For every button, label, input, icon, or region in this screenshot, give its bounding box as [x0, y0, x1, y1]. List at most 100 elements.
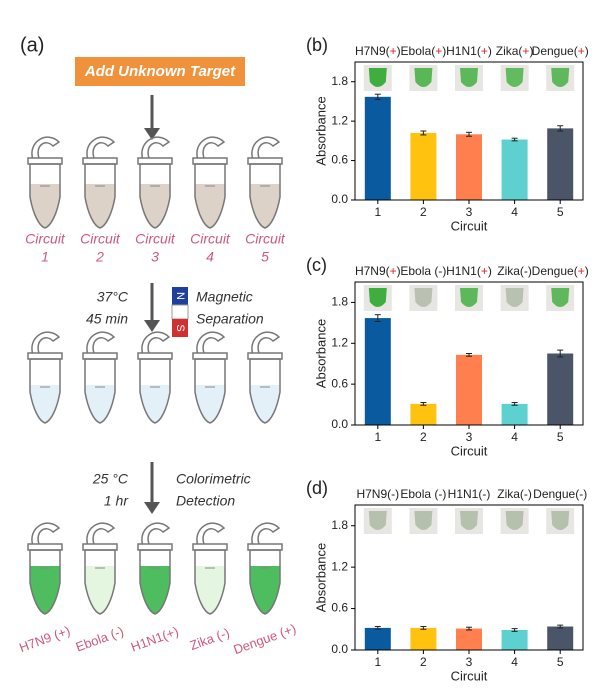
tube-cap — [31, 331, 61, 356]
circuit-name: Circuit — [245, 231, 286, 247]
result-label: H1N1(+) — [129, 623, 181, 654]
plot-frame — [354, 61, 584, 201]
tube-body — [29, 358, 61, 424]
y-tick-label: 0.0 — [331, 417, 348, 431]
y-tick-label: 1.2 — [331, 559, 348, 573]
magnet-s — [172, 319, 188, 337]
top-label: Zika(+) — [496, 44, 534, 58]
bar — [456, 134, 482, 200]
tube-rim — [137, 352, 173, 360]
circuit-name: Circuit — [80, 231, 121, 247]
y-axis-label: Absorbance — [313, 543, 328, 612]
top-label: Ebola (-) — [400, 264, 446, 278]
magnet-n — [172, 287, 188, 305]
y-axis-label: Absorbance — [313, 319, 328, 388]
tube-liquid — [140, 385, 170, 423]
x-tick-label: 5 — [557, 205, 564, 219]
x-axis-label: Circuit — [451, 668, 488, 683]
bar — [501, 403, 528, 425]
result-label: Ebola (-) — [74, 623, 126, 654]
tube-cap — [196, 331, 226, 356]
magnet-pole: N — [174, 292, 186, 300]
thumb-tube — [460, 288, 478, 307]
x-tick-label: 5 — [557, 430, 564, 444]
thumb-tube — [368, 68, 387, 87]
top-label: Dengue(+) — [532, 264, 589, 278]
tube-rim — [247, 352, 283, 360]
bar — [456, 354, 482, 425]
tube-body — [139, 549, 171, 615]
tube-cap — [31, 136, 61, 161]
tube-rim — [137, 157, 173, 165]
condition: 45 min — [86, 311, 128, 327]
y-tick-label: 0.0 — [331, 192, 348, 206]
top-label: Zika(-) — [497, 264, 532, 278]
step-box — [75, 57, 245, 86]
step-text: Magnetic — [196, 289, 253, 305]
y-tick-label: 1.2 — [331, 335, 348, 349]
circuit-number: 1 — [41, 249, 49, 265]
tube-liquid — [30, 385, 60, 423]
panel-label: (a) — [20, 34, 44, 56]
tube-body — [194, 358, 226, 424]
bar — [456, 628, 482, 650]
bar — [547, 128, 574, 200]
panel-label: (d) — [306, 478, 328, 498]
thumb-tube — [368, 288, 387, 307]
bar — [501, 629, 528, 650]
arrow-head — [144, 320, 160, 332]
tube-cap — [141, 136, 171, 161]
bar — [501, 139, 528, 200]
tube-rim — [192, 157, 228, 165]
tube-liquid — [250, 385, 280, 423]
x-tick-label: 4 — [511, 655, 518, 669]
bar — [410, 627, 437, 650]
thumb-tube — [551, 288, 570, 307]
step-text: Colorimetric — [176, 471, 251, 487]
thumb-tube — [414, 288, 433, 307]
bar — [547, 626, 574, 650]
thumb-tube — [551, 68, 570, 87]
tube-body — [84, 358, 116, 424]
top-label: Ebola(+) — [401, 44, 447, 58]
x-tick-label: 3 — [466, 655, 473, 669]
x-tick-label: 2 — [420, 430, 427, 444]
tube-body — [29, 549, 61, 615]
x-tick-label: 5 — [557, 655, 564, 669]
tube-rim — [27, 352, 63, 360]
tube-rim — [247, 543, 283, 551]
thumb-tube — [505, 511, 524, 530]
x-tick-label: 3 — [466, 205, 473, 219]
tube-rim — [82, 543, 118, 551]
circuit-number: 4 — [206, 249, 214, 265]
circuit-number: 2 — [95, 249, 104, 265]
magnet-pole: S — [174, 324, 186, 331]
top-label: Dengue(+) — [532, 44, 589, 58]
tube-liquid — [195, 385, 225, 423]
tube-rim — [247, 157, 283, 165]
top-label: H1N1(+) — [446, 264, 492, 278]
y-tick-label: 0.6 — [331, 376, 348, 390]
step-text: Separation — [196, 311, 264, 327]
thumb-tube — [414, 511, 433, 530]
tube-cap — [31, 522, 61, 547]
circuit-name: Circuit — [135, 231, 176, 247]
tube-cap — [196, 136, 226, 161]
x-tick-label: 4 — [511, 205, 518, 219]
arrow-head — [144, 128, 160, 140]
tube-cap — [141, 522, 171, 547]
y-tick-label: 1.8 — [331, 295, 348, 309]
tube-cap — [141, 331, 171, 356]
circuit-name: Circuit — [25, 231, 66, 247]
bar — [364, 627, 391, 650]
bar — [547, 353, 574, 425]
circuit-name: Circuit — [190, 231, 231, 247]
condition: 37°C — [97, 289, 129, 305]
bar — [410, 132, 437, 200]
thumb-tube — [414, 68, 433, 87]
tube-body — [249, 163, 281, 229]
bar — [364, 318, 391, 425]
tube-body — [249, 549, 281, 615]
tube-cap — [251, 331, 281, 356]
y-tick-label: 1.8 — [331, 518, 348, 532]
